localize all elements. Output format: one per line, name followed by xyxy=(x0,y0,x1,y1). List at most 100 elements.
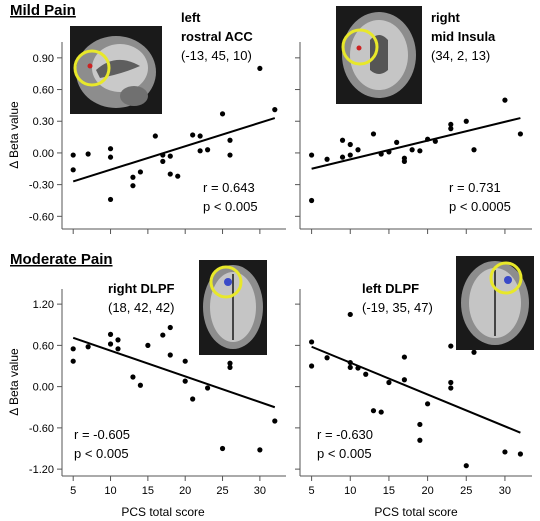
x-tick-label: 30 xyxy=(499,485,511,497)
data-point xyxy=(463,118,469,124)
data-point xyxy=(272,107,278,113)
data-point xyxy=(205,385,211,391)
x-tick-label: 5 xyxy=(70,485,76,497)
data-point xyxy=(502,97,508,103)
brain-image-sagittal xyxy=(70,26,162,114)
region-name-line1-p1: right xyxy=(431,10,461,25)
y-tick-label: 0.30 xyxy=(33,116,54,128)
data-point xyxy=(394,139,400,145)
region-name-line2-p1: mid Insula xyxy=(431,29,496,44)
data-point xyxy=(257,447,263,453)
x-tick-label: 25 xyxy=(460,485,472,497)
data-point xyxy=(370,408,377,414)
data-point xyxy=(347,152,353,158)
regression-line xyxy=(311,117,521,170)
data-point xyxy=(257,65,263,72)
stat-p-p1: p < 0.0005 xyxy=(449,199,511,214)
data-point xyxy=(425,401,431,407)
x-tick-label: 15 xyxy=(142,485,154,497)
data-point xyxy=(386,149,392,155)
data-point xyxy=(160,158,166,164)
data-point xyxy=(145,342,151,348)
data-point xyxy=(378,409,384,415)
data-point xyxy=(386,379,392,386)
x-tick-label: 20 xyxy=(421,485,433,497)
data-point xyxy=(70,152,76,158)
coords-p3: (-19, 35, 47) xyxy=(362,300,433,315)
data-point xyxy=(85,151,91,157)
data-point xyxy=(370,131,377,137)
y-tick-label: 0.90 xyxy=(33,53,54,65)
data-point xyxy=(137,382,143,388)
data-point xyxy=(130,374,136,380)
data-point xyxy=(107,341,114,347)
data-point xyxy=(432,138,438,144)
data-point xyxy=(227,152,233,158)
data-point xyxy=(448,385,454,391)
data-point xyxy=(70,167,76,173)
data-point xyxy=(448,121,454,128)
brain-image-axial-insula xyxy=(336,6,422,104)
panel-mild-left-rostral-acc: -0.60 -0.30 0.00 0.30 0.60 0.90 xyxy=(29,42,286,234)
data-point xyxy=(339,137,346,143)
data-point xyxy=(401,354,407,360)
data-point xyxy=(205,147,211,153)
data-point xyxy=(378,151,384,157)
stat-r-p0: r = 0.643 xyxy=(203,180,255,195)
x-tick-label: 5 xyxy=(309,485,315,497)
data-point xyxy=(347,311,353,318)
y-axis-label-bottom: Δ Beta value xyxy=(7,348,21,416)
data-point xyxy=(182,358,188,364)
y-tick-label: -1.20 xyxy=(29,464,54,476)
data-point xyxy=(197,133,203,139)
data-point xyxy=(417,148,423,154)
data-point xyxy=(448,126,454,132)
coords-p1: (34, 2, 13) xyxy=(431,48,490,63)
x-tick-label: 10 xyxy=(104,485,116,497)
data-point xyxy=(401,377,407,383)
data-point xyxy=(471,147,477,153)
section-title-mild: Mild Pain xyxy=(10,2,76,19)
data-point xyxy=(417,421,423,428)
data-point xyxy=(471,349,477,355)
stat-r-p1: r = 0.731 xyxy=(449,180,501,195)
stat-r-p2: r = -0.605 xyxy=(74,427,130,442)
x-tick-label: 15 xyxy=(383,485,395,497)
region-name-p2: right DLPF xyxy=(108,281,174,296)
data-point xyxy=(517,131,524,137)
x-tick-label: 20 xyxy=(179,485,191,497)
data-point xyxy=(160,332,166,338)
data-point xyxy=(70,358,76,364)
data-point xyxy=(130,183,136,189)
region-name-p3: left DLPF xyxy=(362,281,419,296)
data-point xyxy=(85,344,91,350)
data-point xyxy=(190,132,196,138)
data-point xyxy=(167,324,173,331)
x-axis-label-right: PCS total score xyxy=(374,505,458,519)
data-point xyxy=(347,364,353,370)
data-point xyxy=(182,378,188,384)
data-point xyxy=(448,343,454,349)
y-tick-label: 0.60 xyxy=(33,340,54,352)
data-point xyxy=(219,445,226,452)
data-point xyxy=(417,437,423,443)
coords-p0: (-13, 45, 10) xyxy=(181,48,252,63)
section-title-moderate: Moderate Pain xyxy=(10,251,113,268)
data-point xyxy=(167,352,173,358)
data-point xyxy=(107,196,114,203)
data-point xyxy=(309,339,315,345)
regression-line xyxy=(72,117,276,183)
data-point xyxy=(175,173,181,179)
data-point xyxy=(160,152,166,158)
data-point xyxy=(339,154,346,160)
stat-p-p3: p < 0.005 xyxy=(317,446,372,461)
data-point xyxy=(115,346,121,352)
data-point xyxy=(130,174,136,180)
regression-line xyxy=(72,336,276,409)
data-point xyxy=(309,152,315,158)
data-point xyxy=(409,147,415,153)
data-point xyxy=(309,363,315,369)
x-axis-label-left: PCS total score xyxy=(121,505,205,519)
data-point xyxy=(355,147,361,153)
